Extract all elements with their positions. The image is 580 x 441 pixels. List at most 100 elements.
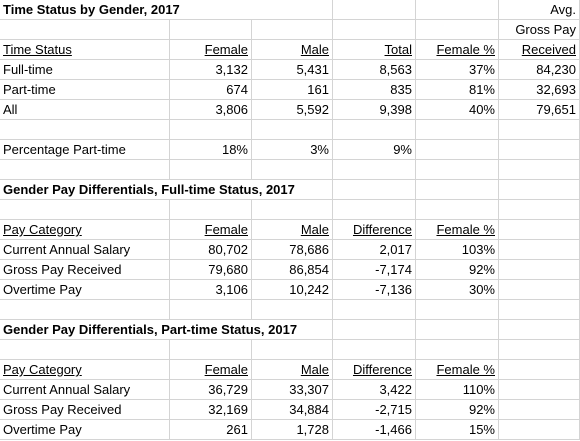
- cell: [333, 20, 416, 40]
- cell: 37%: [416, 60, 499, 80]
- cell: [499, 120, 580, 140]
- cell: [416, 300, 499, 320]
- cell: Received: [499, 40, 580, 60]
- cell: Female: [170, 220, 252, 240]
- cell: [0, 160, 170, 180]
- cell: 86,854: [252, 260, 333, 280]
- cell: Total: [333, 40, 416, 60]
- cell: Gross Pay Received: [0, 260, 170, 280]
- cell: -7,136: [333, 280, 416, 300]
- cell: [0, 340, 170, 360]
- cell: 3%: [252, 140, 333, 160]
- cell: 80,702: [170, 240, 252, 260]
- cell: [499, 320, 580, 340]
- cell: Female: [170, 40, 252, 60]
- cell: 110%: [416, 380, 499, 400]
- cell: Female %: [416, 220, 499, 240]
- cell: Overtime Pay: [0, 280, 170, 300]
- cell: [416, 200, 499, 220]
- cell: 33,307: [252, 380, 333, 400]
- cell: Gross Pay Received: [0, 400, 170, 420]
- cell: [499, 240, 580, 260]
- cell: Female %: [416, 40, 499, 60]
- cell: [499, 260, 580, 280]
- cell: [252, 20, 333, 40]
- cell: 40%: [416, 100, 499, 120]
- cell: [416, 120, 499, 140]
- cell: [252, 200, 333, 220]
- cell: [170, 340, 252, 360]
- cell: [416, 320, 499, 340]
- cell: 81%: [416, 80, 499, 100]
- cell: 8,563: [333, 60, 416, 80]
- cell: Part-time: [0, 80, 170, 100]
- cell: Difference: [333, 220, 416, 240]
- cell: 3,106: [170, 280, 252, 300]
- cell: Female: [170, 360, 252, 380]
- cell: 3,132: [170, 60, 252, 80]
- cell: -1,466: [333, 420, 416, 440]
- cell: Difference: [333, 360, 416, 380]
- cell: 3,806: [170, 100, 252, 120]
- cell: 34,884: [252, 400, 333, 420]
- cell: [0, 20, 170, 40]
- cell: [252, 300, 333, 320]
- cell: [499, 140, 580, 160]
- cell: [499, 380, 580, 400]
- cell: Pay Category: [0, 360, 170, 380]
- cell: Gender Pay Differentials, Part-time Stat…: [0, 320, 333, 340]
- cell: [333, 300, 416, 320]
- cell: [499, 280, 580, 300]
- cell: 10,242: [252, 280, 333, 300]
- cell: [170, 300, 252, 320]
- cell: 84,230: [499, 60, 580, 80]
- cell: 674: [170, 80, 252, 100]
- cell: 835: [333, 80, 416, 100]
- cell: Current Annual Salary: [0, 240, 170, 260]
- cell: [416, 340, 499, 360]
- cell: [416, 160, 499, 180]
- cell: [252, 340, 333, 360]
- cell: [499, 420, 580, 440]
- cell: 92%: [416, 400, 499, 420]
- cell: Male: [252, 220, 333, 240]
- cell: [333, 160, 416, 180]
- cell: [416, 140, 499, 160]
- cell: -2,715: [333, 400, 416, 420]
- cell: 3,422: [333, 380, 416, 400]
- cell: [499, 220, 580, 240]
- cell: Female %: [416, 360, 499, 380]
- cell: [333, 200, 416, 220]
- cell: [499, 300, 580, 320]
- cell: Avg.: [499, 0, 580, 20]
- cell: 92%: [416, 260, 499, 280]
- cell: [170, 200, 252, 220]
- cell: [170, 20, 252, 40]
- cell: All: [0, 100, 170, 120]
- cell: [499, 200, 580, 220]
- cell: Pay Category: [0, 220, 170, 240]
- cell: [333, 340, 416, 360]
- cell: 30%: [416, 280, 499, 300]
- cell: [0, 120, 170, 140]
- cell: Gender Pay Differentials, Full-time Stat…: [0, 180, 333, 200]
- cell: [252, 120, 333, 140]
- cell: 5,431: [252, 60, 333, 80]
- cell: [416, 20, 499, 40]
- cell: 15%: [416, 420, 499, 440]
- cell: Percentage Part-time: [0, 140, 170, 160]
- cell: [499, 360, 580, 380]
- cell: [499, 340, 580, 360]
- cell: [333, 320, 416, 340]
- cell: [252, 160, 333, 180]
- cell: 9%: [333, 140, 416, 160]
- cell: 5,592: [252, 100, 333, 120]
- cell: Full-time: [0, 60, 170, 80]
- cell: Gross Pay: [499, 20, 580, 40]
- cell: [170, 160, 252, 180]
- cell: [499, 160, 580, 180]
- cell: [499, 180, 580, 200]
- cell: 18%: [170, 140, 252, 160]
- cell: [499, 400, 580, 420]
